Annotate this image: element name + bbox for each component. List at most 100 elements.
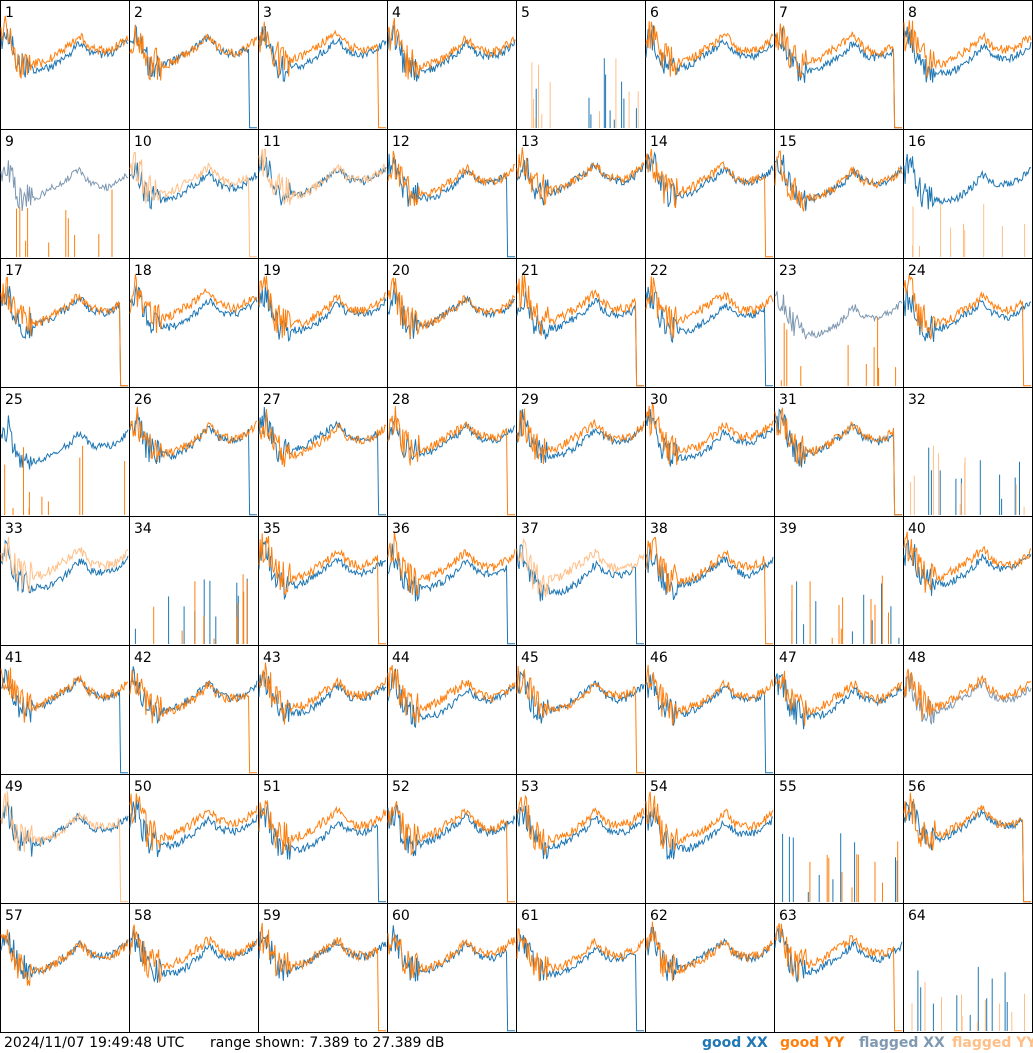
panel-frame	[129, 129, 259, 259]
panel-number-label: 60	[392, 908, 410, 924]
series-yy-line	[774, 923, 902, 1032]
panel-29: 29	[516, 387, 646, 517]
panel-58: 58	[129, 903, 259, 1033]
panel-11: 11	[258, 129, 388, 259]
series-yy-line	[903, 531, 1032, 593]
series-yy-line	[387, 664, 516, 724]
series-yy-line	[774, 150, 903, 212]
series-yy-line	[129, 25, 258, 81]
series-yy-line	[516, 794, 645, 855]
panel-24: 24	[903, 258, 1033, 388]
panel-number-label: 12	[392, 134, 410, 150]
panel-number-label: 1	[5, 5, 14, 21]
panel-39: 39	[774, 516, 904, 646]
series-yy-line	[531, 58, 639, 128]
panel-number-label: 8	[908, 5, 917, 21]
series-xx-line	[516, 934, 644, 1032]
series-yy-line	[0, 276, 128, 387]
panel-frame	[129, 258, 259, 388]
series-xx-line	[903, 673, 1032, 725]
panel-frame	[0, 903, 130, 1033]
panel-42: 42	[129, 645, 259, 775]
series-yy-line	[903, 668, 1032, 720]
panel-number-label: 14	[650, 134, 668, 150]
series-xx-line	[129, 24, 257, 129]
panel-number-label: 40	[908, 521, 926, 537]
series-yy-line	[16, 189, 113, 257]
series-xx-line	[129, 284, 258, 334]
panel-number-label: 25	[5, 392, 23, 408]
panel-57: 57	[0, 903, 130, 1033]
series-yy-line	[516, 928, 645, 982]
panel-53: 53	[516, 774, 646, 904]
panel-35: 35	[258, 516, 388, 646]
series-xx-line	[516, 158, 645, 206]
series-xx-line	[903, 153, 1032, 210]
series-xx-line	[516, 409, 645, 463]
panel-30: 30	[645, 387, 775, 517]
panel-31: 31	[774, 387, 904, 517]
panel-37: 37	[516, 516, 646, 646]
series-xx-line	[645, 545, 774, 601]
series-yy-line	[516, 665, 644, 774]
series-yy-line	[258, 408, 387, 468]
series-yy-line	[645, 664, 774, 726]
panel-47: 47	[774, 645, 904, 775]
series-yy-line	[387, 531, 516, 596]
panel-number-label: 54	[650, 779, 668, 795]
panel-45: 45	[516, 645, 646, 775]
series-yy-line	[129, 924, 258, 984]
panel-frame	[903, 0, 1033, 130]
panel-56: 56	[903, 774, 1033, 904]
series-yy-line	[903, 274, 1031, 387]
series-yy-line	[387, 277, 516, 339]
series-xx-line	[0, 28, 129, 78]
panel-63: 63	[774, 903, 904, 1033]
panel-number-label: 31	[779, 392, 797, 408]
series-yy-line	[258, 922, 386, 1032]
series-xx-line	[774, 290, 903, 340]
series-xx-line	[258, 283, 387, 342]
panel-number-label: 48	[908, 650, 926, 666]
panel-23: 23	[774, 258, 904, 388]
panel-frame	[387, 903, 517, 1033]
series-yy-line	[516, 147, 645, 206]
panel-55: 55	[774, 774, 904, 904]
series-yy-line	[129, 669, 257, 774]
series-xx-line	[129, 666, 258, 724]
series-xx-line	[645, 408, 774, 467]
panel-number-label: 16	[908, 134, 926, 150]
panel-22: 22	[645, 258, 775, 388]
panel-32: 32	[903, 387, 1033, 517]
series-yy-line	[387, 406, 515, 516]
series-yy-line	[774, 23, 902, 129]
panel-38: 38	[645, 516, 775, 646]
panel-number-label: 33	[5, 521, 23, 537]
series-yy-line	[0, 537, 129, 593]
panel-number-label: 36	[392, 521, 410, 537]
panel-number-label: 9	[5, 134, 14, 150]
series-xx-line	[774, 673, 903, 730]
series-yy-line	[258, 275, 387, 339]
panel-number-label: 49	[5, 779, 23, 795]
series-xx-line	[774, 154, 903, 211]
series-yy-line	[4, 445, 126, 515]
panel-number-label: 35	[263, 521, 281, 537]
series-yy-line	[645, 537, 773, 645]
series-yy-line	[387, 150, 516, 207]
panel-36: 36	[387, 516, 517, 646]
panel-number-label: 57	[5, 908, 23, 924]
series-yy-line	[645, 21, 774, 77]
series-yy-line	[258, 799, 387, 854]
panel-number-label: 52	[392, 779, 410, 795]
panel-number-label: 44	[392, 650, 410, 666]
series-yy-line	[774, 670, 903, 727]
panel-number-label: 50	[134, 779, 152, 795]
panel-2: 2	[129, 0, 259, 130]
panel-number-label: 21	[521, 263, 539, 279]
series-yy-line	[0, 15, 129, 80]
panel-number-label: 63	[779, 908, 797, 924]
series-yy-line	[645, 402, 774, 466]
panel-5: 5	[516, 0, 646, 130]
